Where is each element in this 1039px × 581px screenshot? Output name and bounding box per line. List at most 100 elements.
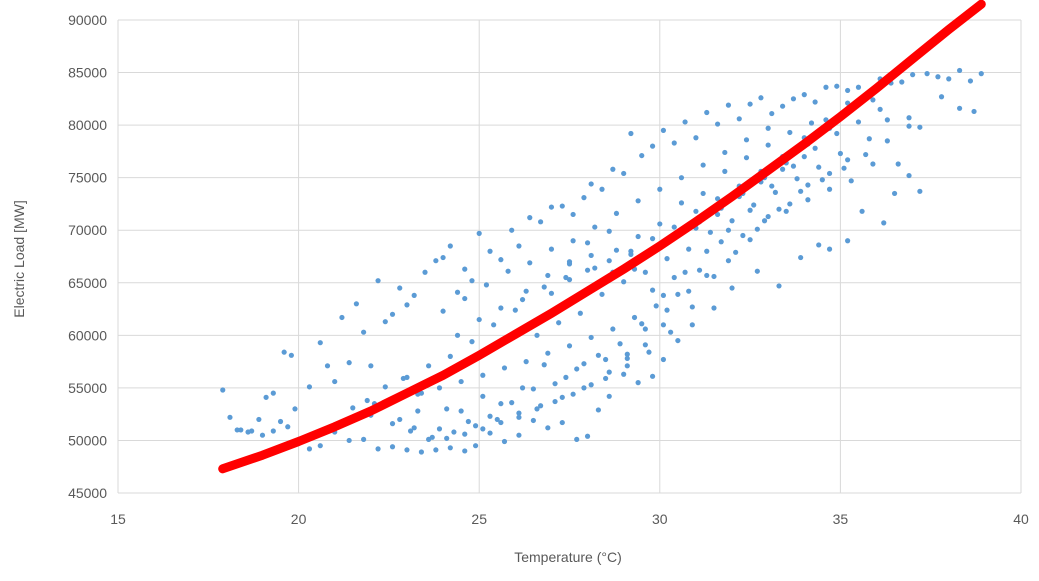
data-point bbox=[624, 363, 630, 369]
data-point bbox=[382, 384, 388, 390]
data-point bbox=[534, 332, 540, 338]
y-tick-label: 80000 bbox=[68, 117, 107, 133]
data-point bbox=[877, 106, 883, 112]
data-point bbox=[281, 349, 287, 355]
data-point bbox=[722, 149, 728, 156]
data-point bbox=[426, 363, 432, 369]
data-point bbox=[668, 329, 674, 335]
data-point bbox=[588, 382, 594, 388]
fit-curve bbox=[218, 0, 986, 474]
data-point bbox=[472, 423, 479, 429]
data-point bbox=[747, 101, 753, 107]
data-point bbox=[649, 236, 656, 242]
data-point bbox=[411, 292, 417, 298]
data-point bbox=[841, 165, 847, 171]
data-point bbox=[660, 322, 667, 328]
data-point bbox=[938, 94, 945, 100]
data-point bbox=[642, 342, 648, 348]
y-tick-label: 50000 bbox=[68, 432, 107, 448]
data-point bbox=[881, 220, 887, 226]
data-point bbox=[458, 408, 464, 414]
data-point bbox=[635, 380, 641, 386]
data-point bbox=[552, 398, 558, 405]
data-point bbox=[581, 361, 587, 367]
data-point bbox=[906, 123, 912, 129]
data-point bbox=[711, 273, 717, 280]
data-point bbox=[664, 307, 670, 313]
data-point bbox=[494, 416, 500, 423]
data-point bbox=[649, 287, 656, 293]
data-point bbox=[917, 124, 923, 130]
data-point bbox=[826, 246, 833, 252]
data-point bbox=[512, 307, 518, 313]
data-point bbox=[678, 175, 685, 181]
data-point bbox=[754, 268, 760, 274]
data-point bbox=[660, 127, 667, 133]
data-point bbox=[649, 143, 656, 149]
data-point bbox=[761, 218, 768, 224]
data-point bbox=[707, 229, 713, 235]
data-point bbox=[483, 282, 490, 288]
data-point bbox=[628, 130, 634, 137]
data-point bbox=[660, 292, 667, 298]
data-point bbox=[451, 429, 457, 435]
data-point bbox=[570, 238, 576, 244]
data-point bbox=[805, 197, 811, 203]
data-point bbox=[527, 260, 533, 266]
x-tick-label: 15 bbox=[110, 511, 126, 527]
data-point bbox=[671, 274, 677, 281]
data-point bbox=[729, 218, 735, 224]
data-point bbox=[826, 186, 833, 192]
data-point bbox=[837, 150, 844, 157]
data-point bbox=[859, 208, 865, 214]
data-point bbox=[790, 96, 797, 102]
data-point bbox=[816, 164, 822, 170]
data-point bbox=[783, 208, 789, 214]
data-point bbox=[834, 130, 840, 137]
data-point bbox=[516, 432, 522, 438]
y-tick-label: 45000 bbox=[68, 485, 107, 501]
data-point bbox=[906, 172, 912, 179]
data-point bbox=[805, 182, 811, 188]
data-point bbox=[613, 247, 620, 253]
data-point bbox=[671, 140, 677, 146]
data-point bbox=[444, 435, 450, 441]
data-point bbox=[754, 226, 760, 232]
data-point bbox=[758, 95, 764, 101]
data-point bbox=[306, 446, 313, 452]
data-point bbox=[599, 291, 605, 297]
data-point bbox=[559, 419, 565, 426]
data-point bbox=[642, 269, 648, 275]
data-point bbox=[599, 186, 605, 192]
data-point bbox=[845, 157, 851, 163]
y-tick-label: 85000 bbox=[68, 65, 107, 81]
data-point bbox=[729, 285, 735, 291]
data-point bbox=[462, 295, 468, 302]
data-point bbox=[487, 413, 493, 419]
data-point bbox=[613, 210, 620, 217]
data-point bbox=[259, 432, 266, 438]
data-point bbox=[700, 190, 706, 197]
data-point bbox=[480, 372, 486, 378]
data-point bbox=[426, 436, 432, 442]
data-point bbox=[895, 161, 901, 167]
data-point bbox=[501, 365, 508, 371]
data-point bbox=[801, 154, 807, 160]
data-point bbox=[404, 302, 410, 308]
data-point bbox=[682, 119, 688, 125]
data-point bbox=[234, 427, 240, 433]
data-point bbox=[530, 417, 536, 424]
data-point bbox=[736, 116, 742, 122]
data-point bbox=[469, 278, 475, 284]
data-point bbox=[798, 188, 804, 194]
data-point bbox=[389, 311, 396, 317]
x-tick-label: 35 bbox=[833, 511, 849, 527]
x-axis-title: Temperature (°C) bbox=[514, 549, 622, 565]
data-point bbox=[584, 267, 591, 273]
x-tick-label: 25 bbox=[471, 511, 487, 527]
data-point bbox=[332, 378, 338, 385]
data-point bbox=[465, 418, 471, 425]
data-point bbox=[541, 284, 547, 290]
data-point bbox=[808, 120, 815, 126]
